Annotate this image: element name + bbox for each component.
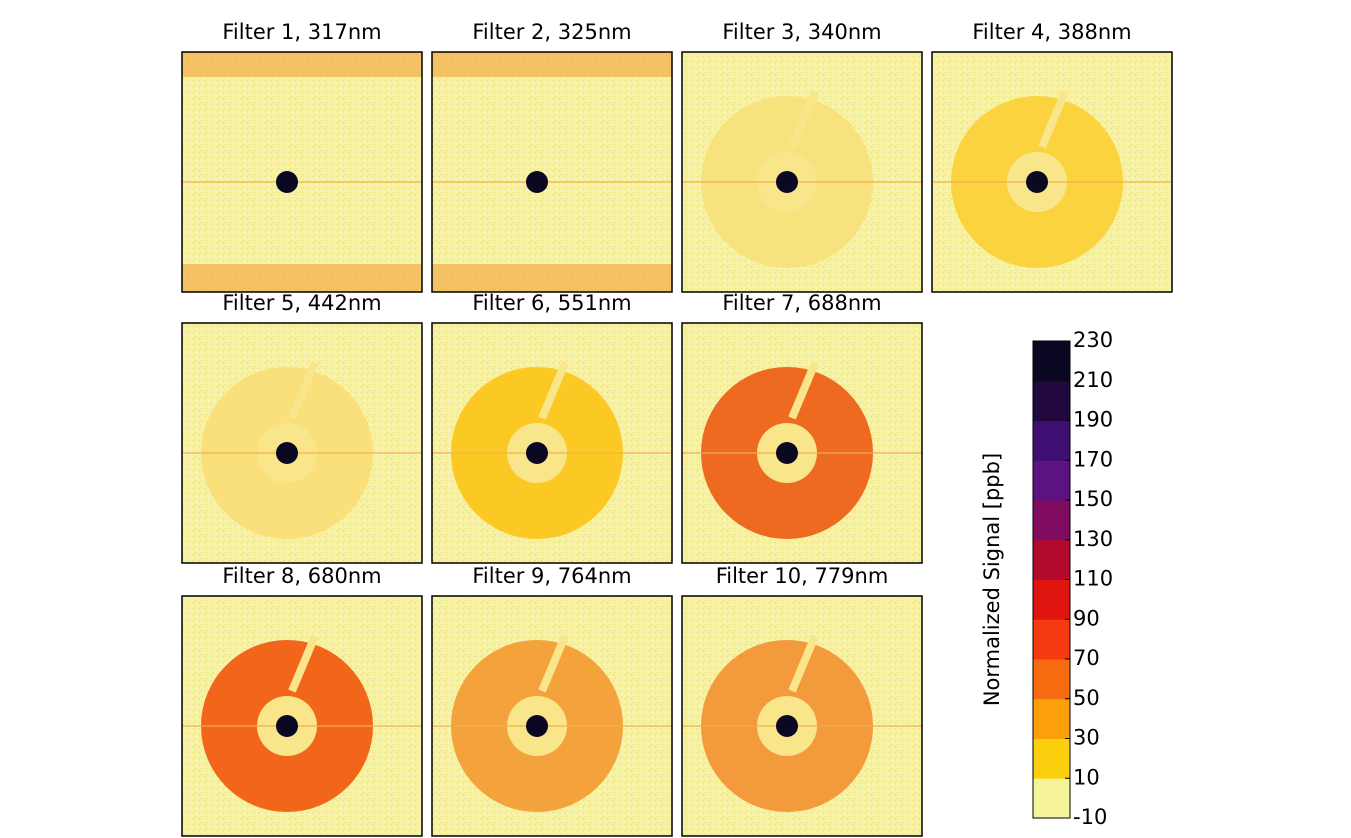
image-slit — [538, 361, 569, 420]
colorbar-band — [1033, 778, 1070, 819]
colorbar-band — [1033, 539, 1070, 580]
image-frame — [681, 51, 923, 293]
filter-image — [681, 595, 923, 837]
colorbar-band — [1033, 420, 1070, 461]
colorbar-band — [1033, 738, 1070, 779]
image-center — [526, 171, 548, 193]
colorbar-band — [1033, 460, 1070, 501]
image-frame — [931, 51, 1173, 293]
colorbar-tick-label: 10 — [1073, 765, 1100, 789]
image-slit — [788, 90, 819, 149]
image-band — [432, 52, 672, 77]
colorbar-band — [1033, 619, 1070, 660]
panel-title: Filter 2, 325nm — [472, 20, 631, 44]
image-noise — [432, 52, 672, 292]
colorbar-label: Normalized Signal [ppb] — [980, 453, 1004, 706]
filter-image — [431, 51, 673, 293]
filter-image — [931, 51, 1173, 293]
panel-title: Filter 5, 442nm — [222, 291, 381, 315]
image-center — [526, 715, 548, 737]
colorbar-tick-label: 50 — [1073, 686, 1100, 710]
panel-title: Filter 4, 388nm — [972, 20, 1131, 44]
filter-image — [681, 322, 923, 564]
image-center — [276, 171, 298, 193]
colorbar-tick-label: 170 — [1073, 447, 1113, 471]
image-slit — [538, 634, 569, 693]
image-center — [1026, 171, 1048, 193]
panel-title: Filter 1, 317nm — [222, 20, 381, 44]
colorbar-band — [1033, 659, 1070, 700]
image-center — [276, 715, 298, 737]
image-center — [776, 442, 798, 464]
image-frame — [681, 595, 923, 837]
filter-image — [181, 595, 423, 837]
filter-image — [681, 51, 923, 293]
panel-title: Filter 9, 764nm — [472, 564, 631, 588]
image-slit — [1038, 90, 1069, 149]
colorbar-band — [1033, 500, 1070, 541]
colorbar-tick-label: 190 — [1073, 408, 1113, 432]
filter-image — [431, 595, 673, 837]
colorbar-tick-label: 130 — [1073, 527, 1113, 551]
filter-image — [431, 322, 673, 564]
colorbar-band — [1033, 341, 1070, 382]
image-noise — [182, 52, 422, 292]
image-frame — [181, 595, 423, 837]
colorbar-tick-label: 210 — [1073, 368, 1113, 392]
panel-title: Filter 3, 340nm — [722, 20, 881, 44]
image-slit — [288, 361, 319, 420]
panel-title: Filter 10, 779nm — [716, 564, 889, 588]
image-center — [526, 442, 548, 464]
image-slit — [788, 361, 819, 420]
colorbar-tick-label: 70 — [1073, 646, 1100, 670]
image-slit — [788, 634, 819, 693]
image-frame — [181, 51, 423, 293]
image-slit — [288, 634, 319, 693]
colorbar-tick-label: 90 — [1073, 606, 1100, 630]
image-frame — [431, 51, 673, 293]
filter-image — [181, 51, 423, 293]
colorbar-band — [1033, 380, 1070, 421]
image-frame — [681, 322, 923, 564]
image-center — [776, 171, 798, 193]
colorbar-tick-label: 150 — [1073, 487, 1113, 511]
colorbar-band — [1033, 579, 1070, 620]
filter-image — [181, 322, 423, 564]
panel-title: Filter 7, 688nm — [722, 291, 881, 315]
image-frame — [431, 595, 673, 837]
image-frame — [181, 322, 423, 564]
image-band — [182, 264, 422, 292]
image-center — [276, 442, 298, 464]
colorbar-tick-label: 230 — [1073, 328, 1113, 352]
colorbar-tick-label: -10 — [1073, 805, 1107, 829]
image-band — [182, 52, 422, 77]
panel-title: Filter 6, 551nm — [472, 291, 631, 315]
image-center — [776, 715, 798, 737]
panel-title: Filter 8, 680nm — [222, 564, 381, 588]
colorbar-tick-label: 30 — [1073, 726, 1100, 750]
image-band — [432, 264, 672, 292]
colorbar-tick-label: 110 — [1073, 567, 1113, 591]
colorbar-band — [1033, 698, 1070, 739]
image-frame — [431, 322, 673, 564]
